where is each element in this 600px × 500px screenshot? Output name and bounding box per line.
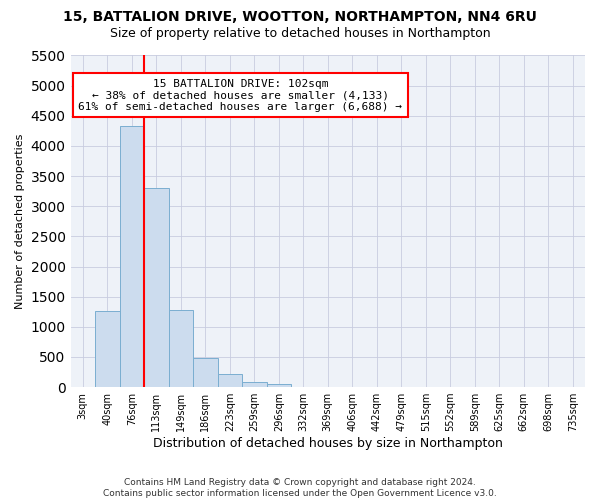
Y-axis label: Number of detached properties: Number of detached properties — [15, 134, 25, 309]
Bar — [144, 188, 169, 387]
Text: 15, BATTALION DRIVE, WOOTTON, NORTHAMPTON, NN4 6RU: 15, BATTALION DRIVE, WOOTTON, NORTHAMPTO… — [63, 10, 537, 24]
Bar — [169, 310, 193, 387]
Bar — [218, 374, 242, 387]
Bar — [242, 382, 266, 387]
Text: 15 BATTALION DRIVE: 102sqm
← 38% of detached houses are smaller (4,133)
61% of s: 15 BATTALION DRIVE: 102sqm ← 38% of deta… — [79, 78, 403, 112]
Text: Contains HM Land Registry data © Crown copyright and database right 2024.
Contai: Contains HM Land Registry data © Crown c… — [103, 478, 497, 498]
Bar — [119, 126, 144, 387]
Bar — [266, 384, 291, 387]
Bar — [193, 358, 218, 387]
Bar — [95, 310, 119, 387]
X-axis label: Distribution of detached houses by size in Northampton: Distribution of detached houses by size … — [153, 437, 503, 450]
Text: Size of property relative to detached houses in Northampton: Size of property relative to detached ho… — [110, 28, 490, 40]
